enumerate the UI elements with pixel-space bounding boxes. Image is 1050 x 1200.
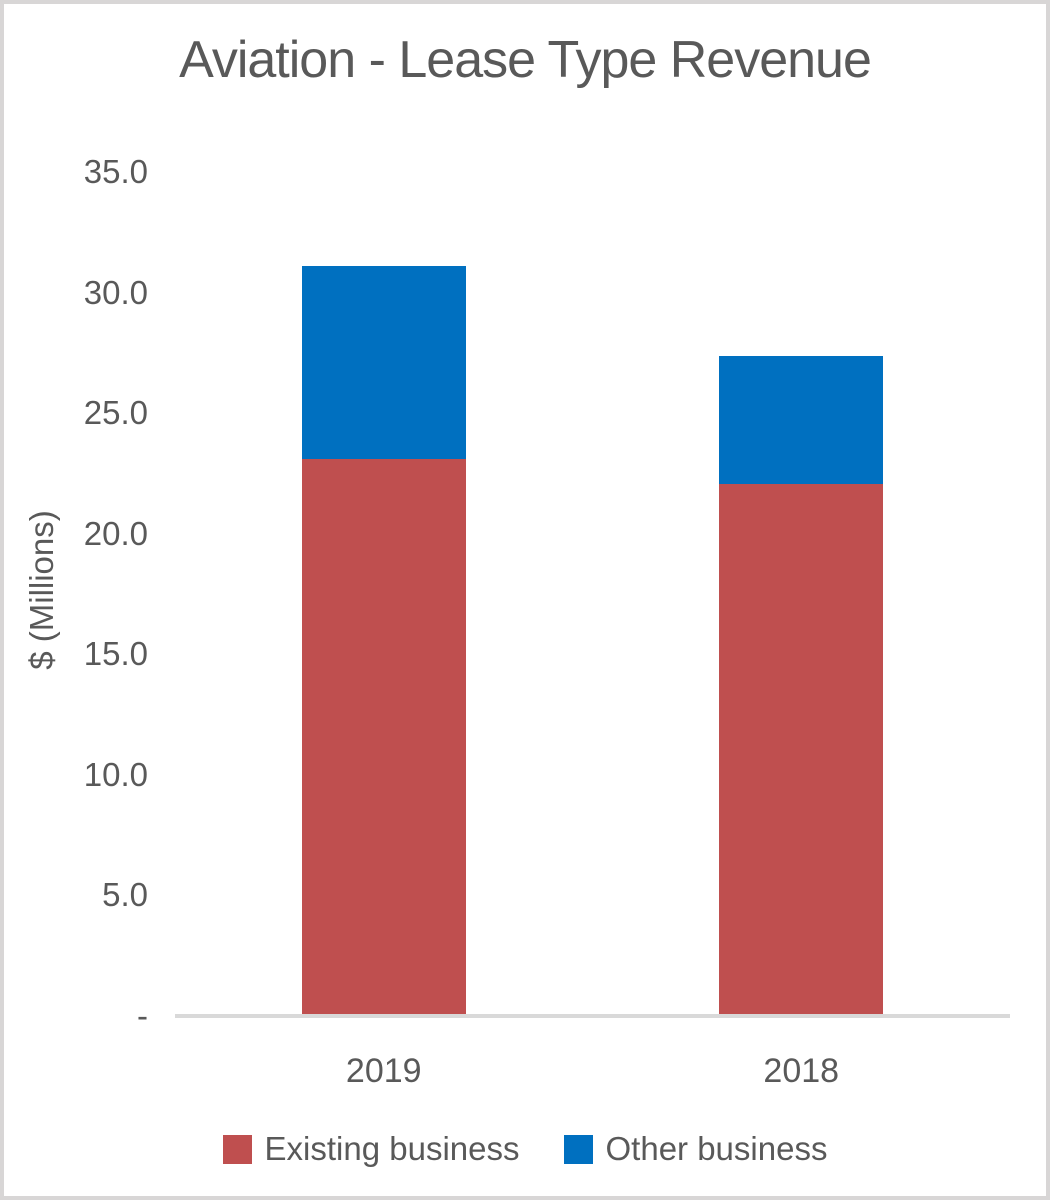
y-tick-label: 5.0 — [102, 876, 148, 914]
x-axis-line — [175, 1014, 1010, 1018]
x-tick-label-2019: 2019 — [345, 1052, 422, 1090]
y-tick-label: 15.0 — [83, 635, 148, 673]
chart-title: Aviation - Lease Type Revenue — [179, 31, 872, 89]
y-tick-label: - — [137, 997, 148, 1034]
legend-swatch-icon — [563, 1134, 593, 1164]
y-tick-label: 25.0 — [83, 394, 148, 432]
y-tick-label: 20.0 — [83, 514, 148, 552]
legend-swatch-icon — [222, 1134, 252, 1164]
bar-segment-existing-business-2018 — [719, 483, 884, 1014]
y-tick-label: 10.0 — [83, 755, 148, 793]
y-tick-label: 35.0 — [83, 153, 148, 190]
bar-segment-other-business-2019 — [301, 266, 466, 460]
plot-area — [175, 172, 1010, 1016]
bar-2019 — [301, 266, 466, 1014]
legend-label: Existing business — [264, 1130, 520, 1167]
legend-item-existing-business: Existing business — [222, 1130, 520, 1168]
bar-segment-existing-business-2019 — [301, 459, 466, 1014]
bar-segment-other-business-2018 — [719, 355, 884, 484]
y-tick-label: 30.0 — [83, 273, 148, 311]
bar-2018 — [719, 355, 884, 1014]
legend-label: Other business — [605, 1130, 828, 1167]
legend: Existing business Other business — [4, 1130, 1046, 1168]
legend-item-other-business: Other business — [563, 1130, 828, 1168]
x-tick-label-2018: 2018 — [763, 1052, 840, 1090]
